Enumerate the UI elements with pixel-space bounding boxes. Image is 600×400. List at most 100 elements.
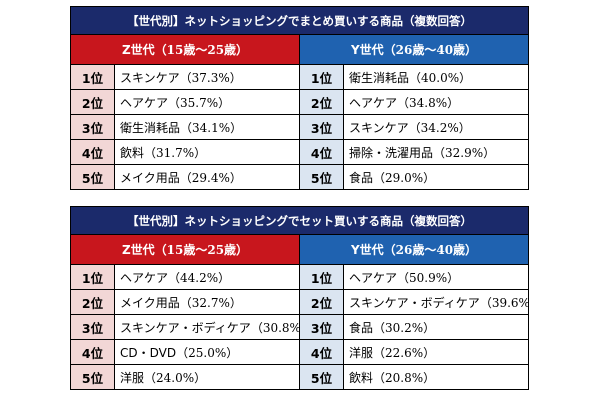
z-rank: 1位: [70, 264, 115, 290]
y-item: 衛生消耗品（40.0%）: [343, 64, 529, 90]
table-row: 5位 メイク用品（29.4%） 5位 食品（29.0%）: [70, 164, 529, 190]
z-item-name: 飲料: [120, 145, 145, 160]
z-generation-header: Z世代（15歳～25歳）: [70, 34, 300, 65]
z-item-percent: （32.7%）: [179, 295, 242, 310]
y-item-name: 飲料: [349, 370, 374, 385]
y-header-range: （26歳～40歳）: [383, 243, 478, 257]
z-item-percent: （30.8%）: [250, 320, 299, 335]
y-item-percent: （34.8%）: [397, 95, 460, 110]
y-item-name: スキンケア・ボディケア: [349, 295, 480, 310]
y-item-percent: （40.0%）: [409, 70, 472, 85]
z-item-name: 衛生消耗品: [120, 120, 181, 135]
y-header-range: （26歳～40歳）: [383, 43, 478, 57]
y-item-percent: （30.2%）: [373, 320, 436, 335]
z-item-name: メイク用品: [120, 170, 180, 185]
z-item: スキンケア（37.3%）: [114, 64, 300, 90]
y-item-name: 掃除・洗濯用品: [349, 145, 434, 160]
y-item: ヘアケア（50.9%）: [343, 264, 529, 290]
y-item: 掃除・洗濯用品（32.9%）: [343, 139, 529, 165]
table-row: 2位 ヘアケア（35.7%） 2位 ヘアケア（34.8%）: [70, 89, 529, 115]
y-rank: 5位: [299, 364, 344, 390]
z-item-name: ヘアケア: [120, 270, 169, 285]
y-item: スキンケア（34.2%）: [343, 114, 529, 140]
table-row: 5位 洋服（24.0%） 5位 飲料（20.8%）: [70, 364, 529, 390]
z-item-name: スキンケア: [120, 70, 180, 85]
z-item-percent: （25.0%）: [176, 345, 239, 360]
y-rank: 3位: [299, 314, 344, 340]
z-header-range: （15歳～25歳）: [154, 243, 249, 257]
table-row: 4位 CD・DVD（25.0%） 4位 洋服（22.6%）: [70, 339, 529, 365]
y-item-percent: （39.6%）: [479, 295, 528, 310]
table-row: 1位 スキンケア（37.3%） 1位 衛生消耗品（40.0%）: [70, 64, 529, 90]
z-item-percent: （24.0%）: [144, 370, 207, 385]
z-rank: 3位: [70, 114, 115, 140]
z-header-label: Z世代: [121, 43, 155, 57]
y-item-percent: （20.8%）: [373, 370, 436, 385]
y-item-percent: （50.9%）: [397, 270, 460, 285]
z-item-percent: （37.3%）: [179, 70, 242, 85]
z-rank: 4位: [70, 339, 115, 365]
z-header-label: Z世代: [121, 243, 155, 257]
z-rank: 4位: [70, 139, 115, 165]
z-item-name: ヘアケア: [120, 95, 169, 110]
z-item-percent: （31.7%）: [144, 145, 207, 160]
z-item-percent: （35.7%）: [168, 95, 231, 110]
y-rank: 3位: [299, 114, 344, 140]
table-row: 3位 スキンケア・ボディケア（30.8%） 3位 食品（30.2%）: [70, 314, 529, 340]
z-item: ヘアケア（44.2%）: [114, 264, 300, 290]
z-item: 衛生消耗品（34.1%）: [114, 114, 300, 140]
y-item: 食品（30.2%）: [343, 314, 529, 340]
set-buy-ranking-table: 【世代別】ネットショッピングでセット買いする商品（複数回答） Z世代（15歳～2…: [70, 206, 529, 390]
z-item: スキンケア・ボディケア（30.8%）: [114, 314, 300, 340]
z-item-percent: （34.1%）: [180, 120, 243, 135]
y-rank: 5位: [299, 164, 344, 190]
z-item-percent: （29.4%）: [179, 170, 242, 185]
z-rank: 2位: [70, 89, 115, 115]
y-rank: 4位: [299, 139, 344, 165]
y-item: ヘアケア（34.8%）: [343, 89, 529, 115]
y-header-label: Y世代: [350, 243, 384, 257]
table-row: 3位 衛生消耗品（34.1%） 3位 スキンケア（34.2%）: [70, 114, 529, 140]
z-rank: 3位: [70, 314, 115, 340]
bulk-buy-ranking-table: 【世代別】ネットショッピングでまとめ買いする商品（複数回答） Z世代（15歳～2…: [70, 6, 529, 190]
z-item: 洋服（24.0%）: [114, 364, 300, 390]
y-item-name: ヘアケア: [349, 270, 398, 285]
z-item: メイク用品（29.4%）: [114, 164, 300, 190]
y-item: 飲料（20.8%）: [343, 364, 529, 390]
z-item: メイク用品（32.7%）: [114, 289, 300, 315]
z-rank: 1位: [70, 64, 115, 90]
z-rank: 5位: [70, 164, 115, 190]
y-rank: 4位: [299, 339, 344, 365]
table-row: 4位 飲料（31.7%） 4位 掃除・洗濯用品（32.9%）: [70, 139, 529, 165]
y-item-name: 食品: [349, 320, 374, 335]
table-title: 【世代別】ネットショッピングでまとめ買いする商品（複数回答）: [70, 6, 529, 35]
y-generation-header: Y世代（26歳～40歳）: [299, 34, 529, 65]
z-item-name: メイク用品: [120, 295, 180, 310]
y-item-name: 衛生消耗品: [349, 70, 410, 85]
y-item-percent: （34.2%）: [408, 120, 471, 135]
y-rank: 1位: [299, 64, 344, 90]
table-title: 【世代別】ネットショッピングでセット買いする商品（複数回答）: [70, 206, 529, 235]
y-item: 洋服（22.6%）: [343, 339, 529, 365]
y-item-name: スキンケア: [349, 120, 409, 135]
y-rank: 2位: [299, 89, 344, 115]
z-rank: 5位: [70, 364, 115, 390]
z-item: CD・DVD（25.0%）: [114, 339, 300, 365]
y-item-name: 食品: [349, 170, 374, 185]
y-generation-header: Y世代（26歳～40歳）: [299, 234, 529, 265]
y-item: スキンケア・ボディケア（39.6%）: [343, 289, 529, 315]
y-rank: 1位: [299, 264, 344, 290]
z-item-percent: （44.2%）: [168, 270, 231, 285]
z-rank: 2位: [70, 289, 115, 315]
y-item-percent: （29.0%）: [373, 170, 436, 185]
z-item: 飲料（31.7%）: [114, 139, 300, 165]
y-item-percent: （22.6%）: [373, 345, 436, 360]
table-row: 1位 ヘアケア（44.2%） 1位 ヘアケア（50.9%）: [70, 264, 529, 290]
z-item-name: 洋服: [120, 370, 145, 385]
z-item-name: CD・DVD: [120, 345, 177, 360]
y-item-name: ヘアケア: [349, 95, 398, 110]
z-item: ヘアケア（35.7%）: [114, 89, 300, 115]
z-item-name: スキンケア・ボディケア: [120, 320, 251, 335]
z-header-range: （15歳～25歳）: [154, 43, 249, 57]
